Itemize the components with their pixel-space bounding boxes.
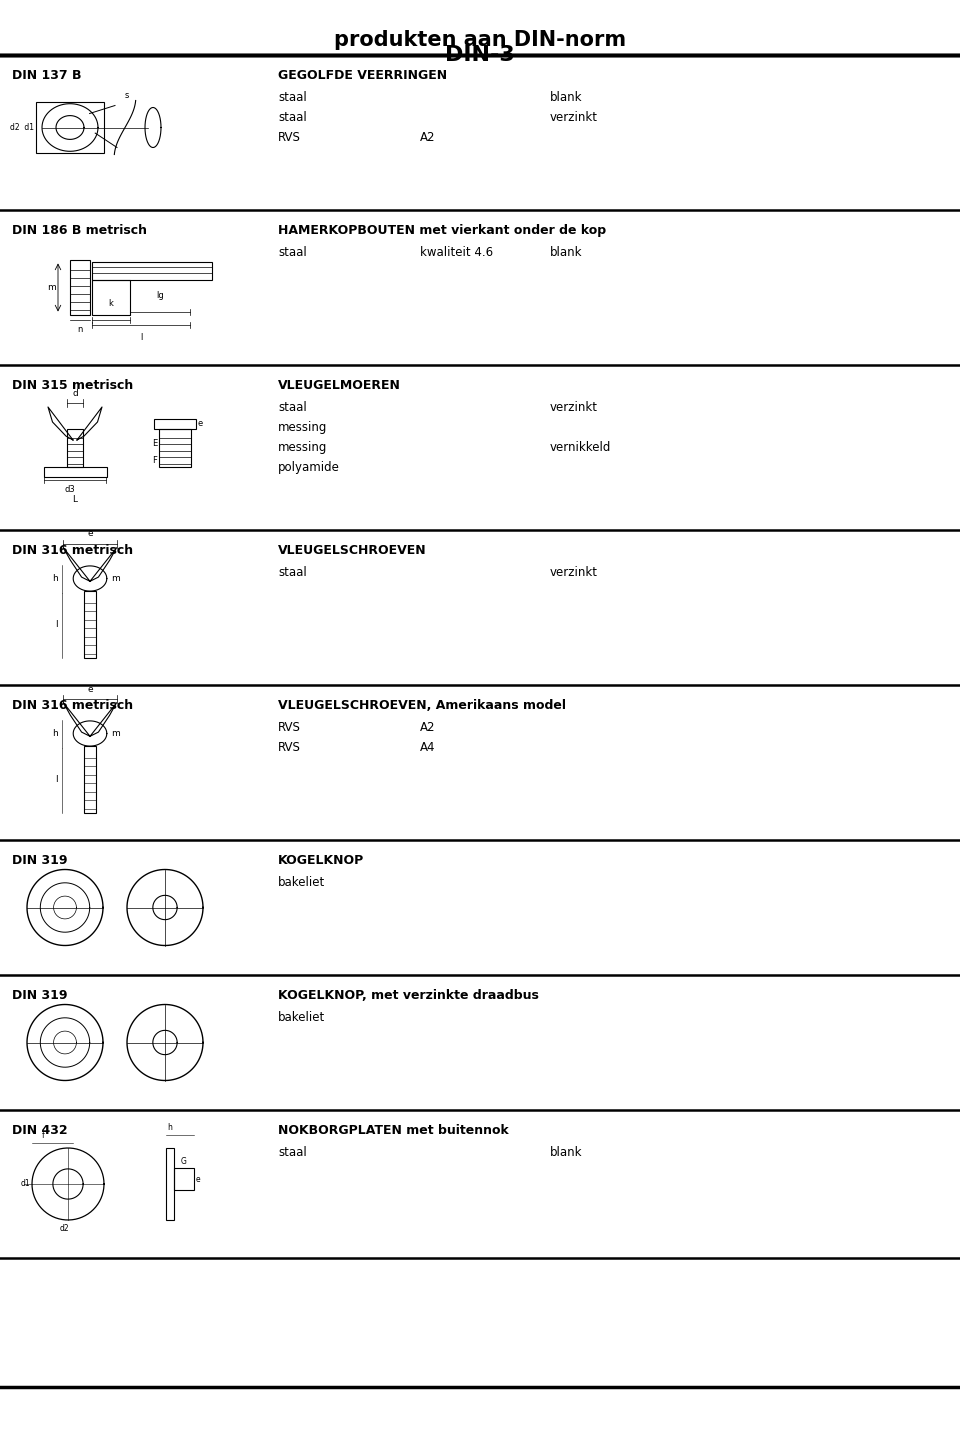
Text: e: e — [87, 685, 93, 694]
Text: L: L — [73, 495, 78, 503]
Text: messing: messing — [278, 421, 327, 434]
Text: verzinkt: verzinkt — [550, 567, 598, 580]
Text: A4: A4 — [420, 741, 436, 754]
Text: G: G — [181, 1156, 187, 1167]
Text: m: m — [111, 730, 120, 738]
Text: DIN 315 metrisch: DIN 315 metrisch — [12, 379, 133, 392]
Bar — [84, 746, 96, 812]
Text: KOGELKNOP, met verzinkte draadbus: KOGELKNOP, met verzinkte draadbus — [278, 989, 539, 1002]
Text: verzinkt: verzinkt — [550, 111, 598, 124]
Bar — [92, 280, 130, 314]
Text: DIN-3: DIN-3 — [445, 45, 515, 65]
Text: HAMERKOPBOUTEN met vierkant onder de kop: HAMERKOPBOUTEN met vierkant onder de kop — [278, 224, 606, 236]
Text: DIN 137 B: DIN 137 B — [12, 69, 82, 82]
Text: m: m — [47, 283, 56, 291]
Text: l: l — [140, 333, 142, 343]
Text: staal: staal — [278, 91, 307, 104]
Bar — [67, 428, 83, 467]
Bar — [36, 102, 104, 153]
Text: verzinkt: verzinkt — [550, 401, 598, 414]
Text: k: k — [108, 298, 113, 307]
Bar — [166, 1148, 174, 1220]
Text: vernikkeld: vernikkeld — [550, 441, 612, 454]
Text: e: e — [196, 1174, 201, 1184]
Bar — [174, 1168, 194, 1190]
Text: F: F — [152, 456, 157, 466]
Bar — [84, 591, 96, 658]
Bar — [92, 261, 212, 280]
Text: d3: d3 — [64, 485, 76, 493]
Text: lg: lg — [156, 290, 164, 300]
Bar — [154, 418, 196, 428]
Text: E: E — [152, 440, 157, 448]
Text: h: h — [52, 574, 58, 583]
Text: DIN 316 metrisch: DIN 316 metrisch — [12, 544, 133, 557]
Text: polyamide: polyamide — [278, 461, 340, 474]
Text: KOGELKNOP: KOGELKNOP — [278, 854, 364, 867]
Text: DIN 432: DIN 432 — [12, 1123, 67, 1136]
Text: kwaliteit 4.6: kwaliteit 4.6 — [420, 247, 493, 260]
Text: blank: blank — [550, 247, 583, 260]
Text: bakeliet: bakeliet — [278, 875, 325, 890]
Text: NOKBORGPLATEN met buitennok: NOKBORGPLATEN met buitennok — [278, 1123, 509, 1136]
Bar — [159, 428, 191, 467]
Text: staal: staal — [278, 111, 307, 124]
Text: RVS: RVS — [278, 741, 300, 754]
Text: l: l — [55, 620, 58, 629]
Text: m: m — [111, 574, 120, 583]
Text: A2: A2 — [420, 131, 436, 144]
Text: d2  d1: d2 d1 — [10, 123, 34, 133]
Text: n: n — [78, 324, 83, 333]
Text: h: h — [168, 1123, 173, 1132]
Text: VLEUGELMOEREN: VLEUGELMOEREN — [278, 379, 401, 392]
Text: f: f — [42, 1131, 45, 1141]
Text: e: e — [198, 420, 204, 428]
Text: d1: d1 — [20, 1180, 30, 1188]
Text: staal: staal — [278, 1146, 307, 1159]
Text: GEGOLFDE VEERRINGEN: GEGOLFDE VEERRINGEN — [278, 69, 447, 82]
Text: d2: d2 — [60, 1224, 69, 1233]
Text: s: s — [125, 91, 130, 99]
Text: blank: blank — [550, 1146, 583, 1159]
Text: staal: staal — [278, 401, 307, 414]
Text: e: e — [87, 529, 93, 538]
Text: RVS: RVS — [278, 721, 300, 734]
Text: l: l — [55, 774, 58, 784]
Text: VLEUGELSCHROEVEN, Amerikaans model: VLEUGELSCHROEVEN, Amerikaans model — [278, 699, 566, 712]
Text: DIN 316 metrisch: DIN 316 metrisch — [12, 699, 133, 712]
Text: RVS: RVS — [278, 131, 300, 144]
Text: messing: messing — [278, 441, 327, 454]
Text: staal: staal — [278, 567, 307, 580]
Text: VLEUGELSCHROEVEN: VLEUGELSCHROEVEN — [278, 544, 426, 557]
Text: DIN 186 B metrisch: DIN 186 B metrisch — [12, 224, 147, 236]
Text: produkten aan DIN-norm: produkten aan DIN-norm — [334, 30, 626, 50]
Text: A2: A2 — [420, 721, 436, 734]
Bar — [44, 467, 107, 476]
Text: h: h — [52, 730, 58, 738]
Bar — [70, 260, 90, 314]
Text: DIN 319: DIN 319 — [12, 854, 67, 867]
Text: bakeliet: bakeliet — [278, 1011, 325, 1024]
Text: staal: staal — [278, 247, 307, 260]
Text: blank: blank — [550, 91, 583, 104]
Text: d: d — [72, 388, 78, 398]
Text: DIN 319: DIN 319 — [12, 989, 67, 1002]
